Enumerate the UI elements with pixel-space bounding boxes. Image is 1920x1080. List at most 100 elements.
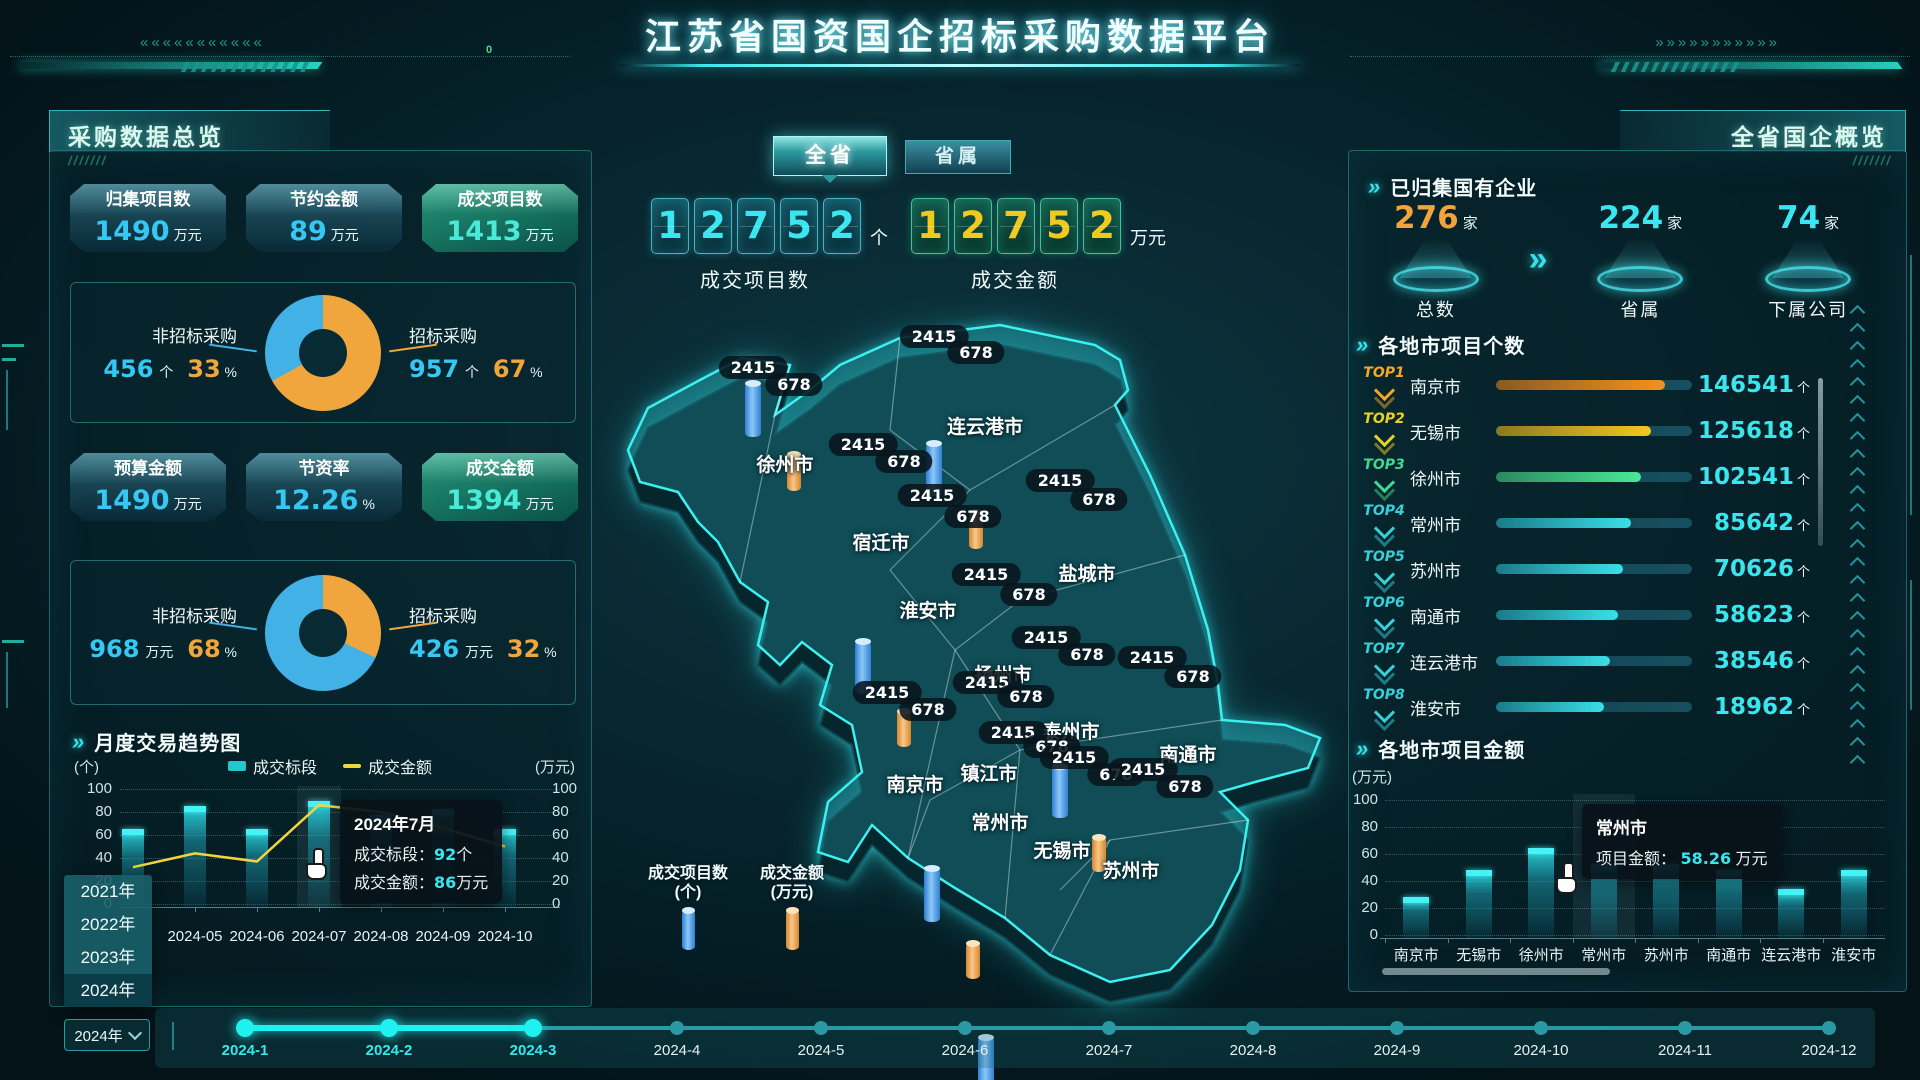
- chevron-up-icon: [1849, 538, 1866, 555]
- trend-xtick[interactable]: 2024-10: [477, 928, 533, 945]
- timeline-month-label[interactable]: 2024-7: [1085, 1042, 1133, 1059]
- city-bar-amount-label: 678: [1164, 665, 1222, 688]
- counter-deal-count-caption: 成交项目数: [700, 270, 810, 292]
- city-bar-count[interactable]: [855, 638, 871, 694]
- trend-xtick[interactable]: 2024-05: [167, 928, 223, 945]
- year-popup-item[interactable]: 2022年: [80, 915, 136, 934]
- city-bar-amount[interactable]: [1092, 834, 1106, 872]
- amount-bar[interactable]: [1715, 870, 1742, 938]
- amount-xtick[interactable]: 南通市: [1706, 947, 1752, 964]
- timeline-dot[interactable]: [1390, 1021, 1404, 1035]
- amount-xtick[interactable]: 无锡市: [1456, 947, 1502, 964]
- timeline-band: [155, 1008, 1875, 1068]
- amount-bar[interactable]: [1465, 870, 1492, 938]
- right-panel-title: 全省国企概览: [1731, 124, 1887, 150]
- timeline-month-label[interactable]: 2024-9: [1373, 1042, 1421, 1059]
- city-amounts-scrollbar[interactable]: [1382, 968, 1610, 975]
- timeline-month-label[interactable]: 2024-8: [1229, 1042, 1277, 1059]
- timeline-dot[interactable]: [1822, 1021, 1836, 1035]
- city-bar-count[interactable]: [745, 380, 761, 437]
- timeline-dot[interactable]: [1102, 1021, 1116, 1035]
- tab-whole-province[interactable]: 全省: [773, 136, 887, 176]
- city-bar-count[interactable]: [978, 1034, 994, 1080]
- top-project-city: 徐州市: [1410, 469, 1461, 489]
- trend-tickmark: [443, 908, 444, 912]
- timeline-dot[interactable]: [1246, 1021, 1260, 1035]
- stat-card-label: 成交项目数: [422, 184, 578, 214]
- top-project-row[interactable]: TOP6 南通市 58623 个: [1358, 592, 1810, 639]
- top-projects-scrollbar[interactable]: [1818, 378, 1823, 546]
- donut-left-pct: 68: [187, 635, 221, 663]
- donut-chart[interactable]: [265, 574, 381, 691]
- trend-bar[interactable]: [246, 829, 268, 907]
- amount-xtick[interactable]: 南京市: [1393, 947, 1439, 964]
- city-bar-count[interactable]: [924, 865, 940, 922]
- pct-sign: %: [220, 644, 237, 660]
- year-popup-item[interactable]: 2024年: [64, 974, 152, 1007]
- timeline-month-label[interactable]: 2024-3: [509, 1042, 557, 1059]
- legend-item[interactable]: 成交标段: [228, 754, 317, 778]
- top-project-row[interactable]: TOP4 常州市 85642 个: [1358, 500, 1810, 547]
- tab-provincial[interactable]: 省属: [905, 140, 1011, 174]
- timeline-month-label[interactable]: 2024-11: [1658, 1042, 1712, 1059]
- trend-xtick[interactable]: 2024-08: [353, 928, 409, 945]
- amount-bar[interactable]: [1778, 889, 1805, 938]
- timeline-dot[interactable]: [1534, 1021, 1548, 1035]
- top-project-row[interactable]: TOP2 无锡市 125618 个: [1358, 408, 1810, 455]
- top-rank-badge: TOP5: [1358, 549, 1410, 593]
- amount-bar[interactable]: [1528, 848, 1555, 938]
- donut-left-label: 非招标采购 968 万元 68 %: [87, 602, 237, 663]
- trend-xtick[interactable]: 2024-06: [229, 928, 285, 945]
- amount-tickmark: [1822, 939, 1824, 943]
- amount-xtick[interactable]: 淮安市: [1831, 947, 1877, 964]
- section-arrow-icon: »: [1356, 331, 1370, 357]
- timeline-dot[interactable]: [958, 1021, 972, 1035]
- timeline-month-label[interactable]: 2024-4: [653, 1042, 701, 1059]
- amount-xtick[interactable]: 常州市: [1581, 947, 1627, 964]
- timeline-dot[interactable]: [1678, 1021, 1692, 1035]
- timeline-dot[interactable]: [670, 1021, 684, 1035]
- amount-xtick[interactable]: 连云港市: [1761, 947, 1822, 964]
- timeline-dot[interactable]: [236, 1019, 254, 1037]
- top-project-row[interactable]: TOP1 南京市 146541 个: [1358, 362, 1810, 409]
- top-project-row[interactable]: TOP7 连云港市 38546 个: [1358, 638, 1810, 685]
- amount-bar[interactable]: [1840, 870, 1867, 938]
- timeline-month-label[interactable]: 2024-5: [797, 1042, 845, 1059]
- donut-chart[interactable]: [265, 294, 381, 411]
- timeline-month-label[interactable]: 2024-6: [941, 1042, 989, 1059]
- year-popup-item[interactable]: 2021年: [80, 882, 136, 901]
- top-project-row[interactable]: TOP3 徐州市 102541 个: [1358, 454, 1810, 501]
- timeline-month-label[interactable]: 2024-1: [221, 1042, 269, 1059]
- top-project-fill: [1496, 656, 1610, 666]
- amount-bar[interactable]: [1403, 897, 1430, 938]
- city-name: 镇江市: [960, 764, 1018, 785]
- top-project-row[interactable]: TOP5 苏州市 70626 个: [1358, 546, 1810, 593]
- chevron-up-icon: [1849, 592, 1866, 609]
- amount-xtick[interactable]: 苏州市: [1643, 947, 1689, 964]
- trend-bar[interactable]: [184, 806, 206, 907]
- city-bar-count[interactable]: [1052, 763, 1068, 818]
- trend-tooltip-row-value: 92: [434, 845, 457, 864]
- city-bar-amount[interactable]: [966, 940, 980, 979]
- chevron-up-icon: [1849, 394, 1866, 411]
- map-legend: 成交项目数 (个) 成交金额 (万元): [645, 864, 835, 950]
- city-name: 盐城市: [1058, 564, 1116, 585]
- timeline-month-label[interactable]: 2024-2: [365, 1042, 413, 1059]
- timeline-dot[interactable]: [524, 1019, 542, 1037]
- timeline-month-label[interactable]: 2024-10: [1513, 1042, 1569, 1059]
- timeline-dot[interactable]: [380, 1019, 398, 1037]
- year-select[interactable]: 2024年: [64, 1019, 150, 1051]
- timeline-month-label[interactable]: 2024-12: [1801, 1042, 1857, 1059]
- top-rank-badge: TOP7: [1358, 641, 1410, 685]
- year-popup-item[interactable]: 2023年: [80, 948, 136, 967]
- top-project-row[interactable]: TOP8 淮安市 18962 个: [1358, 684, 1810, 731]
- stat-card-value: 1413 万元: [422, 216, 578, 247]
- city-bar-amount[interactable]: [787, 451, 801, 491]
- legend-item[interactable]: 成交金额: [343, 754, 432, 778]
- trend-xtick[interactable]: 2024-07: [291, 928, 347, 945]
- counter-digit: 5: [780, 198, 818, 254]
- trend-xtick[interactable]: 2024-09: [415, 928, 471, 945]
- amount-tooltip-unit: 万元: [1735, 851, 1768, 868]
- timeline-dot[interactable]: [814, 1021, 828, 1035]
- amount-xtick[interactable]: 徐州市: [1518, 947, 1564, 964]
